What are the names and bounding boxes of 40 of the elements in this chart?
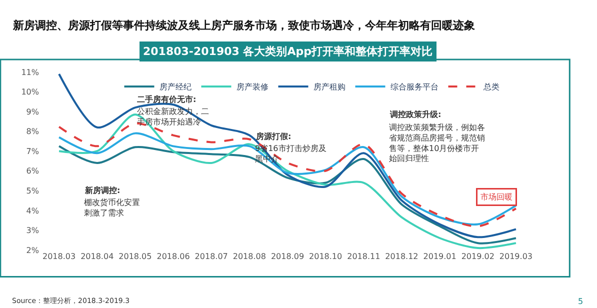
x-tick-label: 2019.02: [461, 252, 494, 261]
y-tick-label: 3%: [26, 226, 40, 236]
y-tick-label: 9%: [26, 107, 40, 116]
x-tick-label: 2018.06: [156, 252, 190, 261]
x-tick-label: 2018.09: [270, 252, 304, 261]
line-series: [58, 145, 517, 244]
annotation: 房源打假:: [255, 131, 292, 141]
y-tick-label: 7%: [26, 146, 40, 156]
x-tick-label: 2018.04: [80, 252, 114, 261]
y-tick-label: 6%: [26, 166, 40, 176]
chart-title: 新房调控、房源打假等事件持续波及线上房产服务市场，致使市场遇冷，今年年初略有回暖迹象: [12, 19, 475, 32]
x-tick-label: 2018.07: [194, 252, 228, 261]
legend-label: 房产经纪: [159, 82, 192, 92]
x-tick-label: 2018.05: [118, 252, 152, 261]
legend-label: 综合服务平台: [390, 82, 438, 92]
x-tick-label: 2018.10: [309, 252, 342, 261]
y-tick-label: 2%: [26, 246, 40, 255]
legend-label: 房产租购: [313, 82, 346, 92]
legend-label: 房产装修: [236, 82, 268, 92]
legend-label: 总类: [482, 82, 500, 92]
annotation: 市场回暖: [480, 192, 512, 202]
line-series: [58, 72, 517, 238]
x-tick-label: 2018.11: [347, 252, 380, 261]
x-tick-label: 2019.03: [499, 252, 533, 261]
x-tick-label: 2019.01: [423, 252, 456, 261]
x-tick-label: 2018.03: [42, 252, 76, 261]
annotation: 棚改货币化安置刺激了需求: [84, 198, 140, 218]
y-tick-label: 11%: [21, 68, 40, 77]
x-tick-label: 2018.12: [385, 252, 418, 261]
annotation: 调控政策升级:: [389, 110, 442, 119]
chart-subtitle: 201803-201903 各大类别App打开率和整体打开率对比: [143, 45, 433, 58]
y-tick-label: 4%: [26, 206, 40, 216]
y-tick-label: 5%: [26, 186, 40, 196]
annotation: 调控政策频繁升级，例如各省规范商品房摇号，规范销售等，整体10月份楼市开始回归理性: [389, 123, 485, 164]
text: 5: [578, 297, 584, 306]
annotation: 二手房有价无市:: [137, 94, 196, 104]
annotation: 新房调控:: [84, 185, 120, 195]
y-tick-label: 10%: [21, 88, 40, 97]
y-tick-label: 8%: [26, 127, 40, 136]
x-tick-label: 2018.08: [232, 252, 266, 261]
